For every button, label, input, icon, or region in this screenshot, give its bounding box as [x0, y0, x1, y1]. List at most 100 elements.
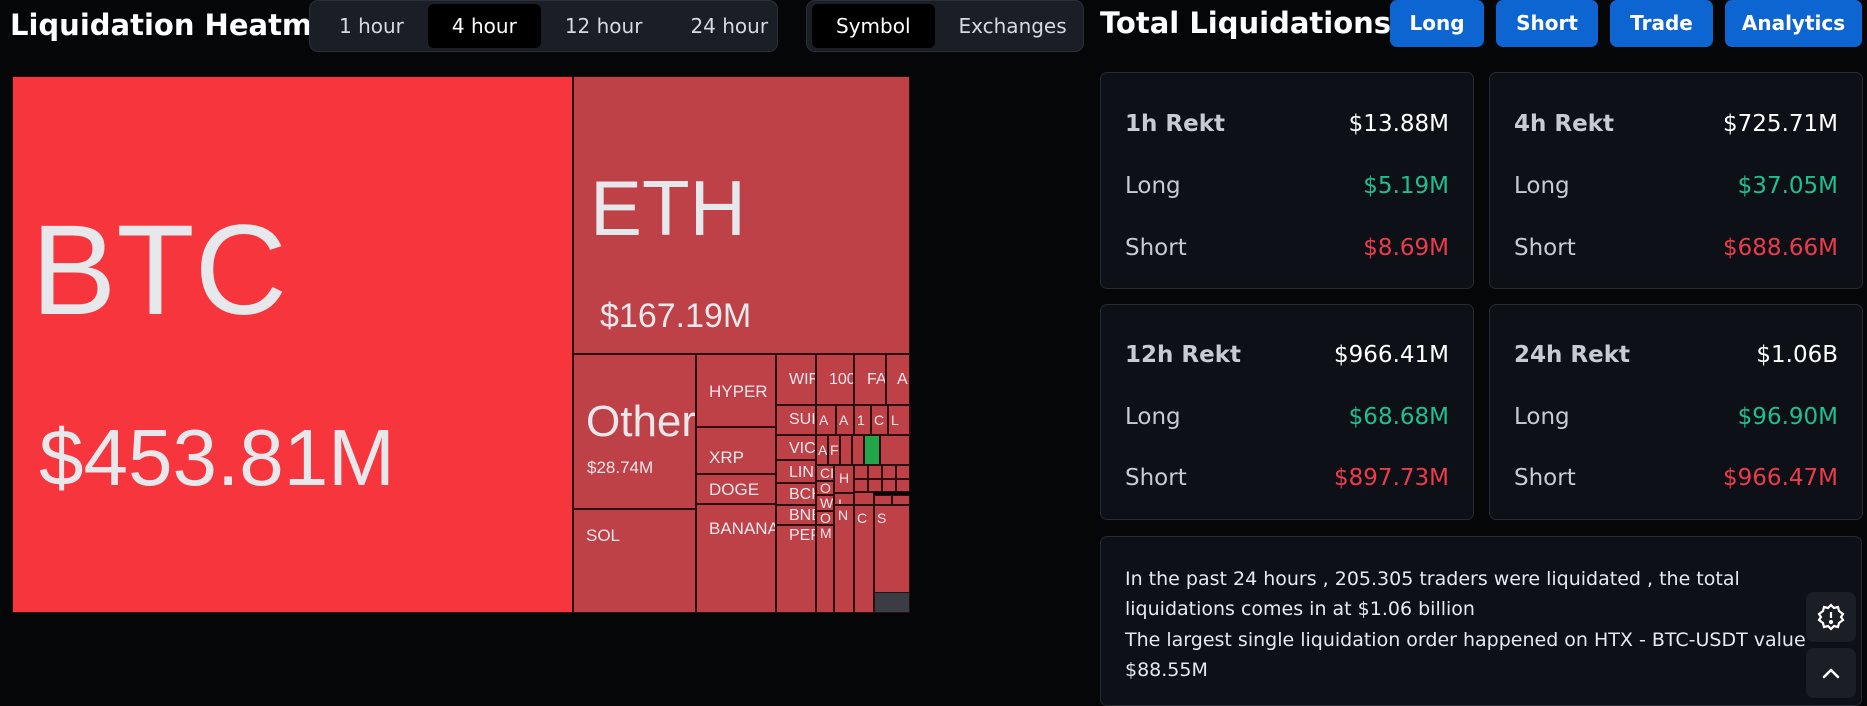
tile-symbol: BANANAS	[709, 519, 775, 538]
treemap-tile-i[interactable]: I	[834, 493, 854, 505]
treemap-tile-w[interactable]: W	[816, 495, 834, 511]
treemap-tile-others[interactable]: Others $28.74M	[573, 354, 696, 509]
card-label: 12h Rekt	[1125, 342, 1241, 368]
tile-value: $453.81M	[39, 413, 395, 502]
tab-12-hour[interactable]: 12 hour	[564, 14, 643, 38]
treemap-tile-a[interactable]: A	[886, 354, 910, 405]
tile-symbol: C	[874, 412, 885, 428]
treemap-tile-bananas[interactable]: BANANAS	[696, 504, 776, 613]
tile-symbol: N	[838, 507, 849, 523]
treemap-tile-doge[interactable]: DOGE	[696, 474, 776, 504]
tile-symbol: HYPER	[709, 382, 768, 401]
treemap-tile-a[interactable]: A	[836, 405, 854, 435]
page-title: Liquidation Heatmap	[10, 8, 353, 42]
treemap-tile-bnb[interactable]: BNB	[776, 505, 816, 525]
treemap-tile-c[interactable]: C	[854, 505, 874, 613]
short-button[interactable]: Short	[1496, 0, 1598, 47]
short-value: $688.66M	[1723, 235, 1838, 261]
treemap-tile-c[interactable]: C	[871, 405, 888, 435]
treemap-tile-100[interactable]: 100	[816, 354, 854, 405]
treemap-tile-sol[interactable]: SOL	[573, 509, 696, 613]
treemap-tile-small[interactable]	[880, 435, 910, 465]
tile-symbol: Others	[586, 397, 696, 446]
card-total: $966.41M	[1334, 342, 1449, 368]
liquidation-treemap: BTC $453.81M ETH $167.19M Others $28.74M HYPER…	[12, 76, 1082, 613]
treemap-tile-bch[interactable]: BCH	[776, 483, 816, 505]
short-label: Short	[1125, 235, 1187, 261]
tab-4-hour[interactable]: 4 hour	[427, 4, 541, 48]
treemap-tile-h[interactable]: H	[834, 465, 854, 493]
treemap-tile-f[interactable]: F	[828, 435, 840, 465]
short-value: $897.73M	[1334, 465, 1449, 491]
tile-symbol: I	[838, 496, 842, 505]
settings-timer-button[interactable]	[1806, 592, 1856, 642]
treemap-tile-small[interactable]	[896, 465, 910, 479]
treemap-tile-fa[interactable]: FA	[854, 354, 886, 405]
scroll-top-button[interactable]	[1806, 648, 1856, 698]
treemap-tile-small[interactable]	[868, 479, 882, 492]
tile-symbol: DOGE	[709, 480, 760, 499]
card-total: $1.06B	[1756, 342, 1838, 368]
long-value: $5.19M	[1363, 173, 1449, 199]
treemap-tile-small[interactable]	[896, 479, 910, 492]
treemap-tile-small[interactable]	[874, 592, 910, 613]
treemap-tile-pep[interactable]: PEP	[776, 525, 816, 613]
treemap-tile-small[interactable]	[854, 465, 868, 479]
chevron-up-icon	[1822, 668, 1840, 679]
treemap-tile-ci[interactable]: CI	[816, 465, 834, 481]
tile-symbol: A	[897, 371, 908, 388]
treemap-tile-l[interactable]: L	[888, 405, 910, 435]
treemap-tile-small[interactable]	[840, 435, 852, 465]
long-label: Long	[1514, 173, 1570, 199]
rekt-card-24h: 24h Rekt $1.06B Long $96.90M Short $966.47M	[1489, 304, 1863, 520]
tile-symbol: VIC	[789, 440, 816, 457]
treemap-tile-small[interactable]	[874, 495, 892, 505]
tile-symbol: BCH	[789, 486, 815, 503]
treemap-tile-n[interactable]: N	[834, 505, 854, 613]
short-label: Short	[1514, 235, 1576, 261]
treemap-tile-small[interactable]	[892, 495, 910, 505]
tab-24-hour[interactable]: 24 hour	[690, 14, 769, 38]
treemap-tile-small[interactable]	[852, 435, 864, 465]
treemap-tile-eth[interactable]: ETH $167.19M	[573, 76, 910, 354]
treemap-tile-sui[interactable]: SUI	[776, 405, 816, 435]
treemap-tile-small[interactable]	[854, 479, 868, 492]
treemap-tile-small[interactable]	[868, 465, 882, 479]
treemap-tile-a[interactable]: A	[816, 435, 828, 465]
tab-1-hour[interactable]: 1 hour	[339, 14, 404, 38]
tile-symbol: ETH	[590, 164, 746, 252]
tile-symbol: A	[839, 412, 849, 428]
treemap-tile-o[interactable]: O	[816, 481, 834, 495]
treemap-tile-a[interactable]: A	[816, 405, 836, 435]
treemap-tile-small[interactable]	[864, 435, 880, 465]
treemap-tile-small[interactable]	[909, 405, 911, 435]
treemap-tile-btc[interactable]: BTC $453.81M	[12, 76, 573, 613]
card-label: 4h Rekt	[1514, 111, 1614, 137]
treemap-tile-small[interactable]	[854, 492, 874, 505]
tile-symbol: PEP	[789, 527, 815, 544]
tile-symbol: 100	[829, 371, 854, 388]
treemap-tile-small[interactable]	[882, 479, 896, 492]
long-label: Long	[1125, 404, 1181, 430]
tile-symbol: O	[820, 511, 831, 525]
long-button[interactable]: Long	[1390, 0, 1484, 47]
treemap-tile-hyper[interactable]: HYPER	[696, 354, 776, 427]
treemap-tile-m[interactable]: M	[816, 525, 834, 613]
rekt-card-12h: 12h Rekt $966.41M Long $68.68M Short $897.7…	[1100, 304, 1474, 520]
treemap-tile-small[interactable]	[882, 465, 896, 479]
time-range-tabs: 1 hour 4 hour 12 hour 24 hour	[309, 0, 778, 52]
tab-exchanges[interactable]: Exchanges	[958, 14, 1067, 38]
treemap-tile-o[interactable]: O	[816, 511, 834, 525]
tab-symbol[interactable]: Symbol	[812, 4, 935, 48]
tile-symbol: L	[891, 412, 899, 428]
treemap-tile-vic[interactable]: VIC	[776, 435, 816, 460]
treemap-tile-1[interactable]: 1	[854, 405, 871, 435]
treemap-tile-wif[interactable]: WIF	[776, 354, 816, 405]
tile-symbol: CI	[820, 465, 834, 481]
analytics-button[interactable]: Analytics	[1725, 0, 1862, 47]
tile-symbol: A	[818, 442, 828, 458]
treemap-tile-link[interactable]: LINK	[776, 460, 816, 483]
trade-button[interactable]: Trade	[1610, 0, 1713, 47]
tile-symbol: XRP	[709, 448, 744, 467]
treemap-tile-xrp[interactable]: XRP	[696, 427, 776, 474]
